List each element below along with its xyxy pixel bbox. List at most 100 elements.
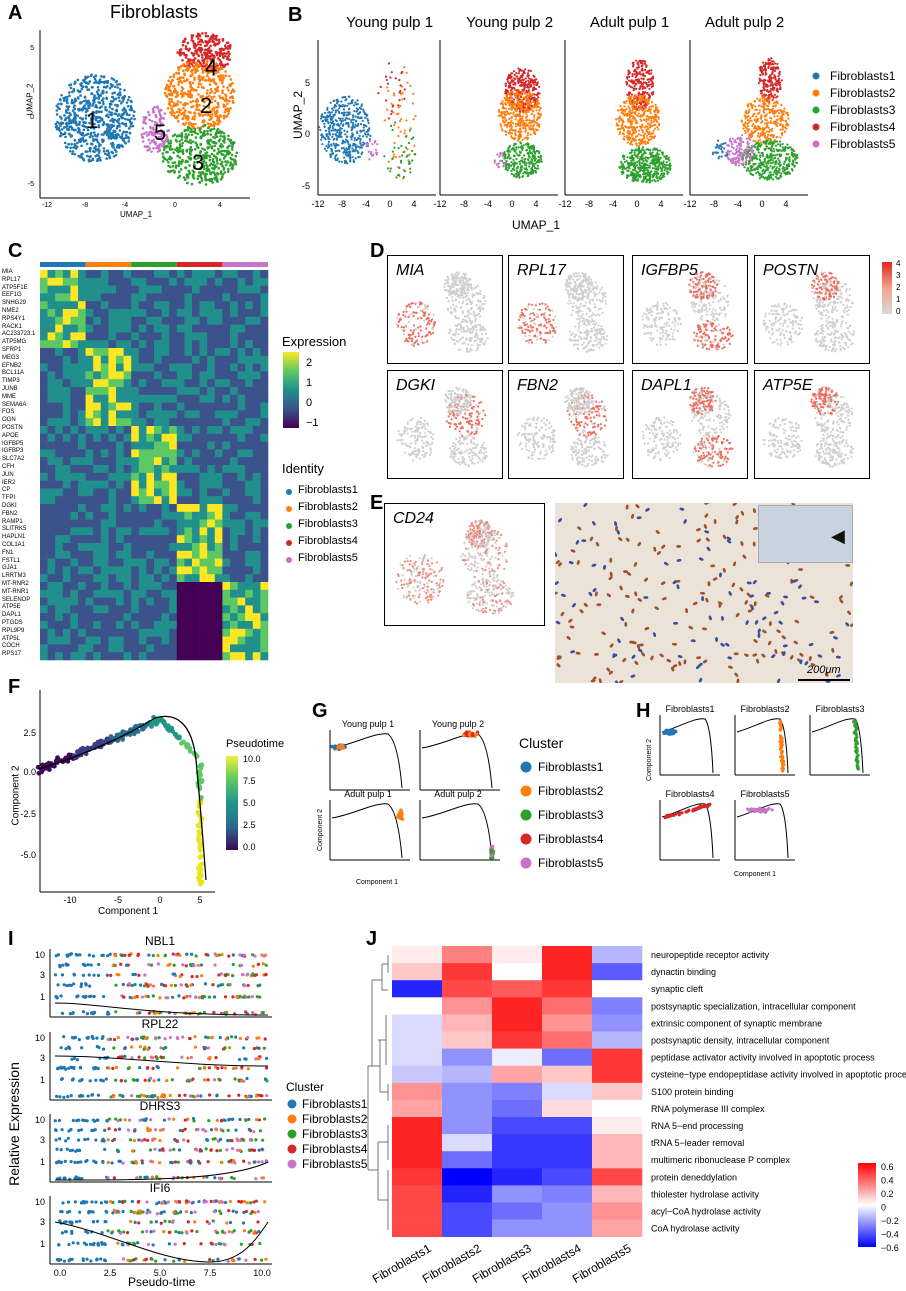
fibroblasts1-cell xyxy=(108,110,111,114)
fibroblasts1-cell xyxy=(118,122,121,126)
fibroblasts1-cell xyxy=(121,121,124,125)
fibroblasts1-cell xyxy=(95,138,99,142)
fibroblasts1-cell xyxy=(105,91,108,94)
fibroblasts1-cell xyxy=(60,128,64,131)
fibroblasts1-cell xyxy=(79,94,82,97)
fibroblasts1-cell xyxy=(80,87,84,91)
fibroblasts1-cell xyxy=(122,112,125,116)
fibroblasts1-cell xyxy=(100,110,103,114)
fibroblasts1-cell xyxy=(94,147,97,150)
fibroblasts1-cell xyxy=(84,110,88,114)
fibroblasts1-cell xyxy=(89,119,93,122)
fibroblasts1-cell xyxy=(88,121,91,125)
fibroblasts1-cell xyxy=(98,156,101,160)
fibroblasts1-cell xyxy=(81,152,84,156)
fibroblasts1-cell xyxy=(87,99,90,103)
fibroblasts1-cell xyxy=(81,131,85,135)
a-ytick: 0 xyxy=(30,114,34,121)
fibroblasts1-cell xyxy=(84,85,88,88)
fibroblasts1-cell xyxy=(97,88,100,92)
fibroblasts1-cell xyxy=(69,146,72,150)
fibroblasts1-cell xyxy=(56,120,59,124)
fibroblasts1-cell xyxy=(73,114,76,118)
fibroblasts1-cell xyxy=(69,83,73,86)
fibroblasts1-cell xyxy=(90,73,93,76)
fibroblasts1-cell xyxy=(87,159,91,163)
fibroblasts1-cell xyxy=(74,144,78,148)
fibroblasts1-cell xyxy=(60,93,63,97)
fibroblasts1-cell xyxy=(71,150,75,153)
fibroblasts1-cell xyxy=(84,121,87,125)
fibroblasts1-cell xyxy=(58,115,62,119)
fibroblasts1-cell xyxy=(71,152,74,155)
fibroblasts1-cell xyxy=(67,143,71,146)
fibroblasts1-cell xyxy=(77,154,81,158)
fibroblasts1-cell xyxy=(68,132,71,136)
panel-a-title: Fibroblasts xyxy=(110,2,199,22)
fibroblasts1-cell xyxy=(79,82,82,86)
fibroblasts1-cell xyxy=(92,126,95,129)
fibroblasts1-cell xyxy=(105,123,109,127)
a-xtick: -12 xyxy=(42,202,52,209)
fibroblasts1-cell xyxy=(129,99,133,103)
fibroblasts1-cell xyxy=(81,136,85,140)
fibroblasts1-cell xyxy=(70,90,74,94)
fibroblasts1-cell xyxy=(82,128,86,132)
fibroblasts1-cell xyxy=(108,86,112,90)
fibroblasts1-cell xyxy=(116,144,120,147)
fibroblasts1-cell xyxy=(59,134,62,138)
fibroblasts1-cell xyxy=(101,140,104,144)
fibroblasts1-cell xyxy=(86,154,89,158)
fibroblasts1-cell xyxy=(114,103,117,107)
fibroblasts1-cell xyxy=(68,149,72,153)
fibroblasts1-cell xyxy=(89,126,93,130)
fibroblasts1-cell xyxy=(62,126,66,129)
fibroblasts1-cell xyxy=(55,113,59,116)
fibroblasts1-cell xyxy=(124,124,128,128)
panel-label-g: G xyxy=(312,700,328,722)
fibroblasts1-cell xyxy=(94,80,98,83)
panel-label-e: E xyxy=(370,492,384,514)
fibroblasts1-cell xyxy=(68,94,71,98)
panel-label-j: J xyxy=(366,928,378,950)
fibroblasts1-cell xyxy=(111,117,114,121)
fibroblasts1-cell xyxy=(81,85,85,89)
panel-label-i: I xyxy=(8,928,14,950)
fibroblasts1-cell xyxy=(72,87,76,91)
fibroblasts1-cell xyxy=(97,125,101,129)
fibroblasts1-cell xyxy=(115,146,119,149)
fibroblasts1-cell xyxy=(107,130,111,133)
fibroblasts1-cell xyxy=(82,134,86,137)
fibroblasts1-cell xyxy=(103,152,107,156)
fibroblasts1-cell xyxy=(84,114,88,117)
fibroblasts1-cell xyxy=(118,91,121,94)
fibroblasts1-cell xyxy=(88,155,92,159)
fibroblasts1-cell xyxy=(87,114,91,118)
fibroblasts1-cell xyxy=(114,80,118,84)
fibroblasts1-cell xyxy=(84,75,87,79)
fibroblasts1-cell xyxy=(112,124,116,128)
fibroblasts1-cell xyxy=(92,102,95,105)
fibroblasts1-cell xyxy=(109,137,113,140)
fibroblasts1-cell xyxy=(66,146,69,149)
fibroblasts1-cell xyxy=(129,104,133,108)
fibroblasts1-cell xyxy=(105,157,109,160)
fibroblasts1-cell xyxy=(64,109,68,112)
fibroblasts1-cell xyxy=(101,89,105,93)
fibroblasts1-cell xyxy=(127,140,130,143)
fibroblasts1-cell xyxy=(126,104,130,108)
fibroblasts1-cell xyxy=(65,111,69,114)
fibroblasts1-cell xyxy=(112,120,115,124)
fibroblasts1-cell xyxy=(104,105,107,109)
a-ytick: 5 xyxy=(30,45,34,52)
fibroblasts1-cell xyxy=(106,113,109,116)
fibroblasts1-cell xyxy=(74,147,78,150)
fibroblasts1-cell xyxy=(62,99,66,102)
fibroblasts1-cell xyxy=(125,134,128,137)
fibroblasts1-cell xyxy=(70,100,73,104)
fibroblasts1-cell xyxy=(115,83,119,86)
fibroblasts1-cell xyxy=(105,153,109,156)
fibroblasts1-cell xyxy=(92,114,96,118)
fibroblasts1-cell xyxy=(70,142,73,146)
